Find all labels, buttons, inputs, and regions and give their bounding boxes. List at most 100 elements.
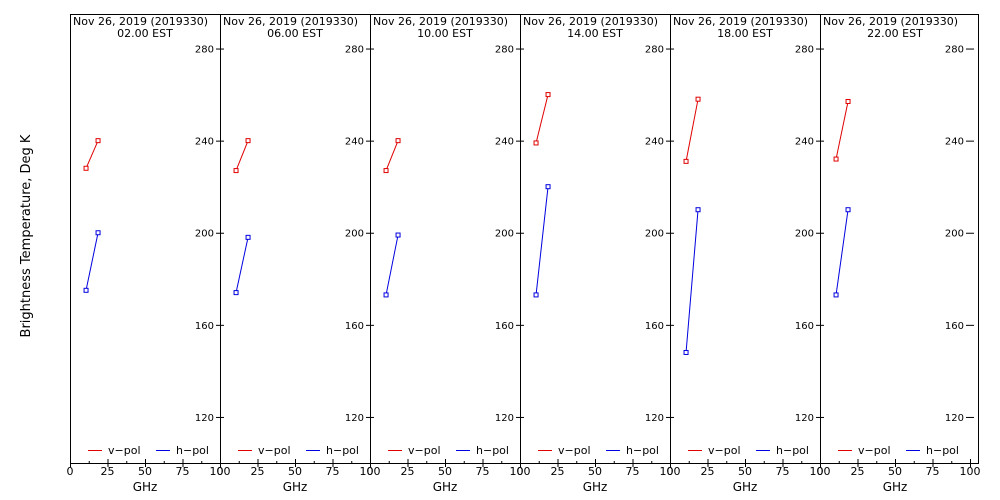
x-tick-label: 0 [667, 465, 674, 478]
panel-title: Nov 26, 2019 (2019330) [373, 15, 508, 28]
y-tick-label: 120 [645, 413, 664, 424]
x-tick-label: 75 [176, 465, 190, 478]
panel-4: Nov 26, 2019 (2019330)14.00 EST 120 160 200… [517, 14, 681, 494]
series-line [835, 101, 849, 160]
data-point [95, 230, 101, 236]
x-tick-label: 100 [210, 465, 231, 478]
data-point [683, 349, 689, 355]
y-tick-label: 240 [495, 137, 514, 148]
series-vpol [833, 98, 851, 162]
x-axis-label: GHz [133, 480, 158, 494]
data-point [245, 138, 251, 144]
y-tick-label: 160 [495, 321, 514, 332]
y-tick-label: 120 [345, 413, 364, 424]
y-tick-label: 200 [795, 229, 814, 240]
x-tick-label: 100 [510, 465, 531, 478]
y-tick-label: 200 [195, 229, 214, 240]
x-tick-label: 50 [888, 465, 902, 478]
panel-title: Nov 26, 2019 (2019330) [223, 15, 358, 28]
x-axis-label: GHz [733, 480, 758, 494]
panels-group: Nov 26, 2019 (2019330)02.00 EST120160200… [67, 14, 981, 494]
legend-label: v−pol [108, 444, 141, 457]
panel-subtitle: 18.00 EST [717, 27, 773, 40]
x-tick-label: 75 [626, 465, 640, 478]
x-tick-label: 75 [326, 465, 340, 478]
x-tick-label: 75 [926, 465, 940, 478]
data-point [833, 156, 839, 162]
panel-subtitle: 14.00 EST [567, 27, 623, 40]
panel-subtitle: 10.00 EST [417, 27, 473, 40]
x-tick-label: 25 [701, 465, 715, 478]
y-tick-label: 240 [645, 137, 664, 148]
x-tick-label: 0 [217, 465, 224, 478]
y-tick-label: 160 [945, 321, 964, 332]
data-point [545, 184, 551, 190]
data-point [83, 165, 89, 171]
panel-subtitle: 22.00 EST [867, 27, 923, 40]
series-line [385, 234, 399, 296]
series-line [385, 140, 399, 171]
y-tick-label: 200 [495, 229, 514, 240]
legend-label: h−pol [176, 444, 209, 457]
x-tick-label: 75 [776, 465, 790, 478]
series-vpol [383, 138, 401, 174]
panel-6: Nov 26, 2019 (2019330)22.00 EST 120 160 200… [817, 14, 981, 494]
data-point [695, 96, 701, 102]
y-tick-label: 120 [795, 413, 814, 424]
panel-subtitle: 02.00 EST [117, 27, 173, 40]
x-tick-label: 50 [288, 465, 302, 478]
data-point [83, 287, 89, 293]
data-point [845, 207, 851, 213]
y-tick-label: 240 [945, 137, 964, 148]
x-tick-label: 25 [101, 465, 115, 478]
y-tick-label: 160 [645, 321, 664, 332]
x-tick-label: 0 [367, 465, 374, 478]
y-tick-label: 240 [795, 137, 814, 148]
x-tick-label: 75 [476, 465, 490, 478]
panel-title: Nov 26, 2019 (2019330) [523, 15, 658, 28]
panel-frame [820, 14, 979, 464]
series-line [535, 94, 549, 144]
x-axis-label: GHz [283, 480, 308, 494]
data-point [233, 168, 239, 174]
x-tick-label: 0 [517, 465, 524, 478]
x-tick-label: 100 [660, 465, 681, 478]
legend-label: h−pol [776, 444, 809, 457]
series-vpol [683, 96, 701, 164]
series-line [85, 140, 99, 169]
series-line [235, 237, 249, 293]
x-tick-label: 100 [960, 465, 981, 478]
data-point [533, 140, 539, 146]
series-hpol [833, 207, 851, 298]
x-tick-label: 50 [588, 465, 602, 478]
y-tick-label: 280 [945, 45, 964, 56]
data-point [695, 207, 701, 213]
x-tick-label: 25 [551, 465, 565, 478]
x-tick-label: 100 [810, 465, 831, 478]
legend-label: h−pol [626, 444, 659, 457]
x-axis-label: GHz [583, 480, 608, 494]
series-hpol [83, 230, 101, 293]
y-tick-label: 280 [495, 45, 514, 56]
series-line [685, 99, 699, 162]
panel-title: Nov 26, 2019 (2019330) [73, 15, 208, 28]
data-point [95, 138, 101, 144]
panel-1: Nov 26, 2019 (2019330)02.00 EST 120 160 200… [67, 14, 231, 494]
x-tick-label: 25 [851, 465, 865, 478]
legend-label: v−pol [558, 444, 591, 457]
x-tick-label: 50 [138, 465, 152, 478]
legend-label: v−pol [258, 444, 291, 457]
data-point [383, 292, 389, 298]
series-hpol [533, 184, 551, 298]
x-tick-label: 25 [401, 465, 415, 478]
data-point [845, 98, 851, 104]
y-tick-label: 160 [345, 321, 364, 332]
panel-5: Nov 26, 2019 (2019330)18.00 EST 120 160 200… [667, 14, 831, 494]
panel-3: Nov 26, 2019 (2019330)10.00 EST 120 160 200… [367, 14, 531, 494]
series-hpol [383, 232, 401, 298]
x-axis-label: GHz [433, 480, 458, 494]
series-line [535, 186, 549, 295]
legend-label: v−pol [408, 444, 441, 457]
y-tick-label: 120 [195, 413, 214, 424]
